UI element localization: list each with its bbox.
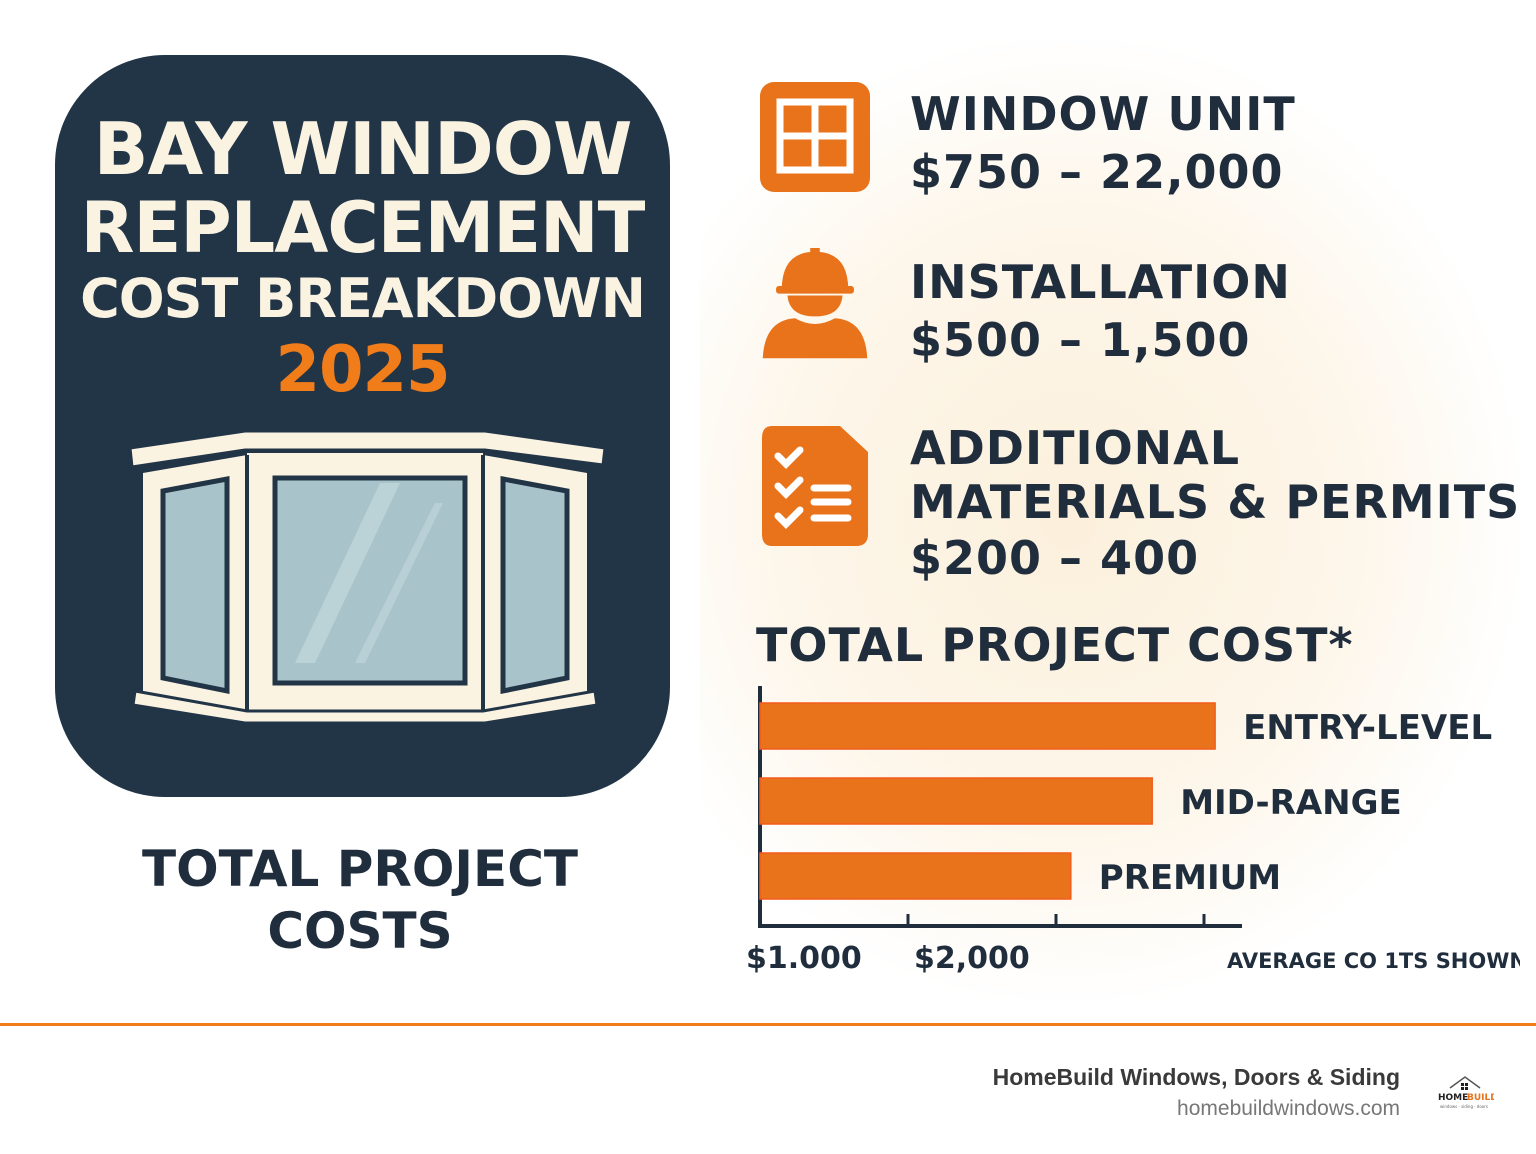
chart-footnote: AVERAGE CO 1TS SHOWN xyxy=(1227,949,1520,973)
item-label: ADDITIONAL xyxy=(910,421,1241,475)
svg-text:HOME: HOME xyxy=(1438,1093,1468,1103)
item-label-2: MATERIALS & PERMITS xyxy=(910,475,1521,529)
item-label: WINDOW UNIT xyxy=(910,87,1296,141)
bar-entry-level xyxy=(759,702,1216,750)
svg-text:windows · siding · doors: windows · siding · doors xyxy=(1440,1104,1488,1109)
window-icon xyxy=(760,82,870,192)
title-line-3: COST BREAKDOWN xyxy=(80,267,646,330)
company-url[interactable]: homebuildwindows.com xyxy=(1177,1097,1400,1120)
bar-mid-range xyxy=(759,777,1153,825)
checklist-icon xyxy=(762,426,868,546)
item-price: $750 – 22,000 xyxy=(910,145,1284,199)
item-price: $500 – 1,500 xyxy=(910,313,1251,367)
title-line-1: BAY WINDOW xyxy=(93,107,633,191)
x-tick-label: $1.000 xyxy=(746,941,862,976)
item-label: INSTALLATION xyxy=(910,255,1291,309)
heading-line-1: TOTAL PROJECT xyxy=(141,840,578,898)
item-price: $200 – 400 xyxy=(910,531,1200,585)
svg-text:BUILD: BUILD xyxy=(1467,1093,1494,1103)
bar-premium xyxy=(759,852,1072,900)
company-name: HomeBuild Windows, Doors & Siding xyxy=(992,1064,1400,1090)
footer-divider xyxy=(0,1023,1536,1026)
title-line-2: REPLACEMENT xyxy=(80,187,646,269)
bar-label: PREMIUM xyxy=(1099,858,1281,898)
bar-label: ENTRY-LEVEL xyxy=(1243,708,1492,748)
year: 2025 xyxy=(275,333,450,407)
chart-title: TOTAL PROJECT COST* xyxy=(756,618,1354,672)
x-tick-label: $2,000 xyxy=(914,941,1030,976)
bay-window-illustration xyxy=(128,429,605,725)
title-panel: BAY WINDOW REPLACEMENT COST BREAKDOWN 20… xyxy=(55,55,670,797)
heading-line-2: COSTS xyxy=(267,902,453,960)
bar-label: MID-RANGE xyxy=(1180,783,1402,823)
total-project-costs-heading: TOTAL PROJECT COSTS xyxy=(110,838,610,962)
worker-icon xyxy=(762,248,868,359)
total-cost-bar-chart: ENTRY-LEVEL MID-RANGE PREMIUM $1.000 $2,000 A… xyxy=(746,686,1520,976)
